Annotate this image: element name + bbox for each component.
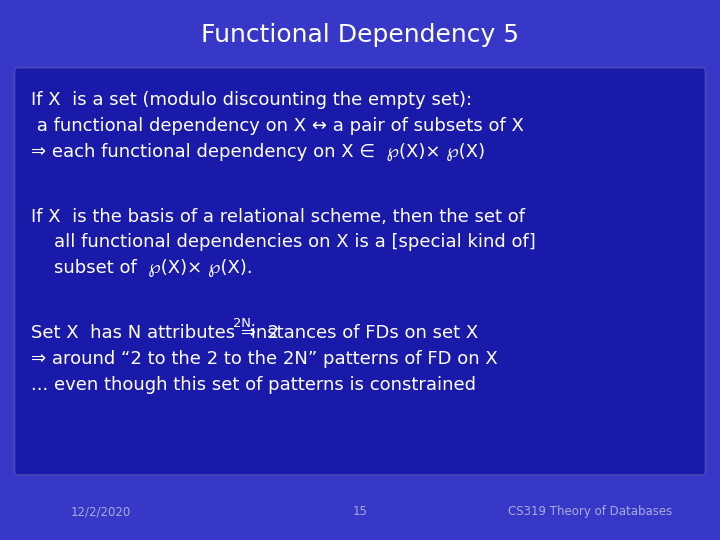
Text: 2N: 2N <box>233 317 251 330</box>
FancyBboxPatch shape <box>14 68 706 475</box>
Text: Set X  has N attributes ⇒  2: Set X has N attributes ⇒ 2 <box>31 324 279 342</box>
Text: 12/2/2020: 12/2/2020 <box>71 505 131 518</box>
Text: a functional dependency on X ↔ a pair of subsets of X: a functional dependency on X ↔ a pair of… <box>31 117 524 135</box>
Text: 15: 15 <box>353 505 367 518</box>
Text: ⇒ each functional dependency on X ∈  ℘(X)× ℘(X): ⇒ each functional dependency on X ∈ ℘(X)… <box>31 143 485 161</box>
Text: If X  is a set (modulo discounting the empty set):: If X is a set (modulo discounting the em… <box>31 91 472 109</box>
Text: ... even though this set of patterns is constrained: ... even though this set of patterns is … <box>31 376 476 394</box>
Text: all functional dependencies on X is a [special kind of]: all functional dependencies on X is a [s… <box>31 233 536 252</box>
Text: instances of FDs on set X: instances of FDs on set X <box>245 324 478 342</box>
Text: If X  is the basis of a relational scheme, then the set of: If X is the basis of a relational scheme… <box>31 207 525 226</box>
Text: Functional Dependency 5: Functional Dependency 5 <box>201 23 519 47</box>
Text: CS319 Theory of Databases: CS319 Theory of Databases <box>508 505 672 518</box>
Text: subset of  ℘(X)× ℘(X).: subset of ℘(X)× ℘(X). <box>31 259 253 278</box>
Text: ⇒ around “2 to the 2 to the 2N” patterns of FD on X: ⇒ around “2 to the 2 to the 2N” patterns… <box>31 350 498 368</box>
